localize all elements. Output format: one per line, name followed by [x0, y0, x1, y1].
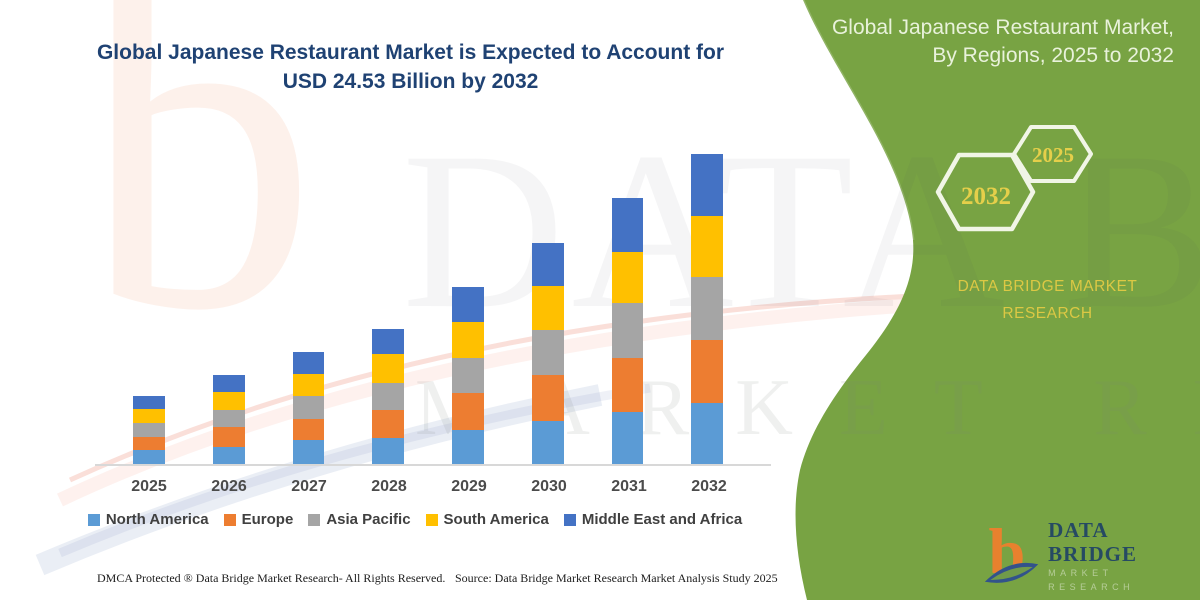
hexagon-2032-label: 2032 — [961, 183, 1011, 210]
bar-segment-2032-asia-pacific — [691, 276, 723, 340]
bar-segment-2026-middle-east-and-africa — [212, 374, 245, 392]
bar-segment-2025-north-america — [133, 450, 165, 464]
legend-item-europe: Europe — [223, 511, 294, 528]
x-axis-label-2025: 2025 — [131, 478, 167, 495]
logo-text-block: DATA BRIDGE MARKET RESEARCH — [1048, 518, 1193, 594]
legend-label-north-america: North America — [105, 511, 209, 528]
bar-segment-2027-north-america — [292, 439, 325, 464]
x-axis-labels: 2025 2026 2027 2028 2029 2030 2031 2032 — [95, 478, 771, 496]
legend-item-north-america: North America — [87, 511, 209, 528]
bar-segment-2031-europe — [611, 358, 644, 412]
bar-segment-2030-north-america — [531, 420, 564, 464]
bar-segment-2025-asia-pacific — [133, 423, 165, 437]
stacked-bar-2031 — [611, 197, 644, 464]
side-panel-title: Global Japanese Restaurant Market, By Re… — [804, 14, 1174, 70]
bar-segment-2031-asia-pacific — [611, 303, 644, 358]
bar-segment-2025-europe — [133, 436, 165, 451]
stacked-bar-2030 — [531, 243, 564, 464]
bar-segment-2028-south-america — [372, 354, 404, 384]
chart-title-line1: Global Japanese Restaurant Market is Exp… — [96, 41, 725, 64]
x-axis-label-2030: 2030 — [531, 478, 567, 495]
x-axis-label-2031: 2031 — [611, 478, 647, 495]
stacked-bar-2027 — [292, 352, 325, 464]
stacked-bar-2032 — [691, 154, 723, 464]
stacked-bar-2026 — [212, 374, 245, 464]
logo-name: DATA BRIDGE — [1048, 518, 1137, 566]
stacked-bar-plot-area — [95, 140, 771, 466]
legend-swatch-europe — [223, 513, 236, 526]
chart-title: Global Japanese Restaurant Market is Exp… — [88, 38, 733, 96]
x-axis-label-2026: 2026 — [211, 478, 247, 495]
x-axis-label-2029: 2029 — [451, 478, 487, 495]
bar-segment-2031-middle-east-and-africa — [611, 197, 644, 253]
bar-segment-2028-europe — [372, 410, 404, 438]
legend-item-south-america: South America — [425, 511, 549, 528]
bar-segment-2027-middle-east-and-africa — [292, 352, 325, 374]
bar-segment-2030-south-america — [531, 285, 564, 331]
bar-segment-2029-south-america — [452, 321, 484, 359]
x-axis-label-2032: 2032 — [691, 478, 727, 495]
bar-segment-2028-north-america — [372, 438, 404, 464]
side-panel-title-line1: Global Japanese Restaurant Market, — [831, 16, 1174, 39]
bar-segment-2026-asia-pacific — [212, 409, 245, 428]
legend-swatch-middle-east-and-africa — [563, 513, 576, 526]
bar-segment-2029-middle-east-and-africa — [452, 287, 484, 322]
stacked-bar-2025 — [133, 395, 165, 464]
legend-label-europe: Europe — [241, 511, 294, 528]
legend-swatch-asia-pacific — [308, 513, 321, 526]
legend-item-asia-pacific: Asia Pacific — [308, 511, 411, 528]
bar-segment-2030-europe — [531, 374, 564, 421]
bar-segment-2028-middle-east-and-africa — [372, 328, 404, 355]
bar-segment-2027-asia-pacific — [292, 395, 325, 420]
source-note: Source: Data Bridge Market Research Mark… — [455, 571, 778, 585]
bar-segment-2031-north-america — [611, 412, 644, 464]
bar-segment-2032-middle-east-and-africa — [691, 154, 723, 217]
stacked-bar-2028 — [372, 328, 404, 464]
hexagon-2025 — [1012, 125, 1093, 183]
bar-segment-2026-south-america — [212, 391, 245, 410]
bar-segment-2030-middle-east-and-africa — [531, 243, 564, 286]
hexagon-2032 — [935, 152, 1036, 232]
bar-segment-2025-middle-east-and-africa — [133, 395, 165, 410]
legend-swatch-south-america — [425, 513, 438, 526]
bar-segment-2029-north-america — [452, 430, 484, 464]
x-axis-label-2028: 2028 — [371, 478, 407, 495]
bar-segment-2030-asia-pacific — [531, 330, 564, 375]
legend-label-south-america: South America — [443, 511, 549, 528]
x-axis-label-2027: 2027 — [291, 478, 327, 495]
bar-segment-2032-north-america — [691, 402, 723, 464]
bar-segment-2026-north-america — [212, 447, 245, 464]
stacked-bar-2029 — [452, 287, 484, 464]
bar-segment-2027-south-america — [292, 373, 325, 396]
bar-segment-2026-europe — [212, 427, 245, 448]
bar-segment-2025-south-america — [133, 409, 165, 424]
bar-segment-2031-south-america — [611, 252, 644, 303]
chart-title-line2: USD 24.53 Billion by 2032 — [282, 70, 539, 93]
dmca-notice: DMCA Protected ® Data Bridge Market Rese… — [97, 571, 446, 585]
bar-segment-2032-europe — [691, 339, 723, 403]
brand-wordmark-line2: RESEARCH — [1002, 305, 1093, 322]
bar-segment-2032-south-america — [691, 216, 723, 277]
logo-swoosh-cut — [990, 566, 1033, 580]
chart-legend: North America Europe Asia Pacific South Ame… — [55, 511, 775, 528]
brand-wordmark-line1: DATA BRIDGE MARKET — [957, 278, 1138, 295]
legend-label-asia-pacific: Asia Pacific — [326, 511, 411, 528]
bar-segment-2029-asia-pacific — [452, 358, 484, 394]
legend-item-middle-east-and-africa: Middle East and Africa — [563, 511, 743, 528]
bar-segment-2028-asia-pacific — [372, 383, 404, 411]
side-panel-title-line2: By Regions, 2025 to 2032 — [932, 44, 1174, 67]
brand-wordmark: DATA BRIDGE MARKET RESEARCH — [930, 273, 1165, 327]
data-bridge-logo: b DATA BRIDGE MARKET RESEARCH — [983, 516, 1193, 596]
hexagon-2025-label: 2025 — [1032, 143, 1074, 167]
logo-subname: MARKET RESEARCH — [1048, 568, 1135, 592]
bar-segment-2027-europe — [292, 419, 325, 440]
bar-segment-2029-europe — [452, 393, 484, 430]
data-bridge-logo-mark: b — [984, 518, 1039, 589]
legend-label-middle-east-and-africa: Middle East and Africa — [581, 511, 743, 528]
legend-swatch-north-america — [87, 513, 100, 526]
